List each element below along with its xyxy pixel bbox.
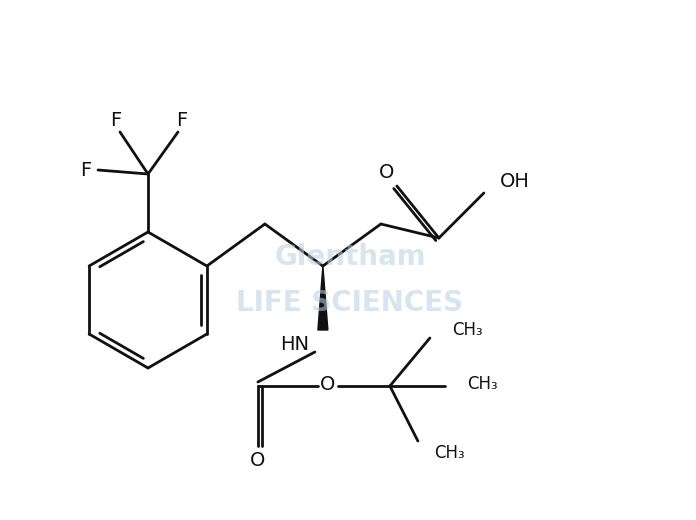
Text: O: O <box>379 163 395 181</box>
Text: CH₃: CH₃ <box>434 444 464 462</box>
Text: O: O <box>320 374 335 394</box>
Text: Glentham
LIFE SCIENCES: Glentham LIFE SCIENCES <box>237 243 464 317</box>
Text: HN: HN <box>280 334 309 354</box>
Text: F: F <box>176 111 188 129</box>
Polygon shape <box>318 266 328 330</box>
Text: CH₃: CH₃ <box>452 321 482 339</box>
Text: O: O <box>250 450 266 470</box>
Text: OH: OH <box>500 172 530 190</box>
Text: CH₃: CH₃ <box>467 375 498 393</box>
Text: F: F <box>111 111 122 129</box>
Text: F: F <box>80 161 92 179</box>
